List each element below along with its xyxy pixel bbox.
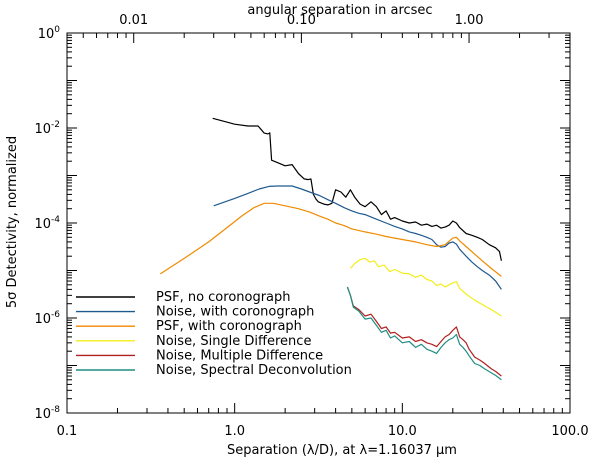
legend-label-2: Noise, with coronograph: [156, 305, 314, 320]
legend-label-1: PSF, no coronograph: [156, 290, 291, 305]
top-tick-label: 0.10: [287, 13, 316, 28]
x-tick-label: 0.1: [57, 424, 78, 439]
series-line-2: [213, 185, 502, 290]
y-tick-label: 10-4: [34, 215, 60, 232]
x-tick-label: 1.0: [224, 424, 245, 439]
x-axis-title: Separation (λ/D), at λ=1.16037 μm: [227, 443, 457, 458]
axes: 0.1 1.0 10.0 100.0 0.01 0.10 1.00 100 10-2 10-4 10…: [34, 13, 588, 439]
y-tick-label: 10-6: [34, 310, 60, 327]
y-tick-label: 10-2: [34, 120, 60, 137]
top-axis-title: angular separation in arcsec: [247, 3, 432, 18]
legend-label-5: Noise, Multiple Difference: [156, 348, 323, 363]
y-axis-title: 5σ Detectivity, normalized: [5, 136, 20, 308]
x-tick-label: 100.0: [551, 424, 588, 439]
top-tick-label: 1.00: [455, 13, 484, 28]
series-line-1: [212, 117, 502, 261]
series-line-4: [349, 257, 502, 317]
top-tick-label: 0.01: [119, 13, 148, 28]
series-line-5: [346, 286, 502, 377]
plot-area: [159, 117, 502, 381]
y-tick-label: 100: [38, 25, 61, 42]
legend-label-6: Noise, Spectral Deconvolution: [156, 363, 352, 378]
legend-label-4: Noise, Single Difference: [156, 334, 311, 349]
y-tick-label: 10-8: [34, 405, 60, 422]
series-line-3: [159, 202, 502, 277]
series-line-6: [346, 286, 502, 381]
x-tick-label: 10.0: [388, 424, 417, 439]
legend-label-3: PSF, with coronograph: [156, 319, 302, 334]
